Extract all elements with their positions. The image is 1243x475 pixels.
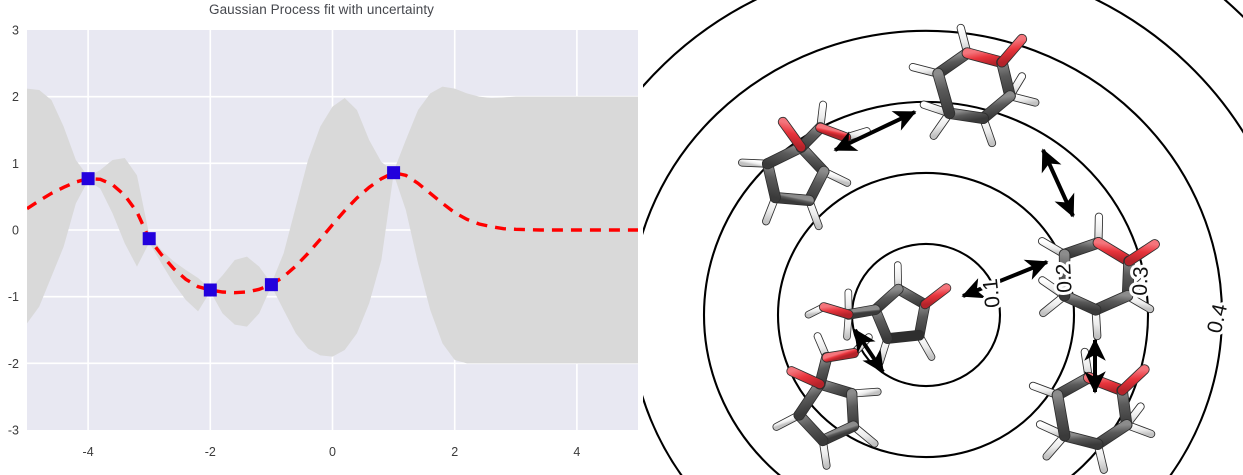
arrow-upper-left-to-top (833, 110, 917, 152)
arrow-center-to-right (961, 259, 1049, 299)
observation-marker (142, 232, 156, 246)
gaussian-process-chart: 3 2 1 0 -1 -2 -3 -4 -2 0 2 4 (8, 24, 638, 459)
chart-title: Gaussian Process fit with uncertainty (208, 2, 435, 17)
molecule-top (908, 23, 1040, 148)
molecule-right (1037, 212, 1160, 341)
contour-label-halo: 0.1 (979, 277, 1005, 308)
contour-ring (776, 171, 1076, 459)
posterior-mean-line (27, 170, 638, 295)
contour-diagram: 0.10.10.20.20.30.30.40.40.50.50.60.6 (643, 0, 1243, 475)
observation-marker (387, 166, 401, 180)
contour-molecule-panel: 0.10.10.20.20.30.30.40.40.50.50.60.6 (643, 0, 1243, 475)
y-tick-label: 1 (12, 157, 19, 171)
observation-markers (81, 166, 401, 297)
arrow-top-to-right (1041, 148, 1075, 218)
contour-label-halo: 0.3 (1129, 266, 1153, 296)
x-tick-label: 2 (451, 445, 458, 459)
x-tick-label: -2 (205, 445, 216, 459)
y-tick-label: 3 (12, 24, 19, 38)
contour-label-0-1: 0.1 (979, 277, 1005, 308)
contour-label-0-2: 0.2 (1052, 263, 1076, 293)
observation-marker (81, 172, 95, 186)
contour-label-0-3: 0.3 (1129, 266, 1153, 296)
distance-arrows (833, 110, 1106, 394)
gaussian-process-panel: Gaussian Process fit with uncertainty 3 2… (7, 2, 638, 459)
contour-ring (643, 29, 1223, 475)
x-tick-label: -4 (83, 445, 94, 459)
y-tick-label: -1 (8, 290, 19, 304)
arrow-center-to-lower-left (853, 328, 885, 374)
observation-marker (264, 278, 278, 292)
y-tick-label: -2 (8, 357, 19, 371)
y-tick-label: -3 (8, 424, 19, 438)
x-axis-ticks: -4 -2 0 2 4 (83, 445, 581, 459)
molecule-group (738, 23, 1160, 474)
y-axis-ticks: 3 2 1 0 -1 -2 -3 (8, 24, 19, 438)
contour-label-halo: 0.2 (1052, 263, 1076, 293)
y-tick-label: 2 (12, 90, 19, 104)
observation-marker (203, 283, 217, 297)
x-tick-label: 0 (329, 445, 336, 459)
y-tick-label: 0 (12, 224, 19, 238)
x-tick-label: 4 (573, 445, 580, 459)
